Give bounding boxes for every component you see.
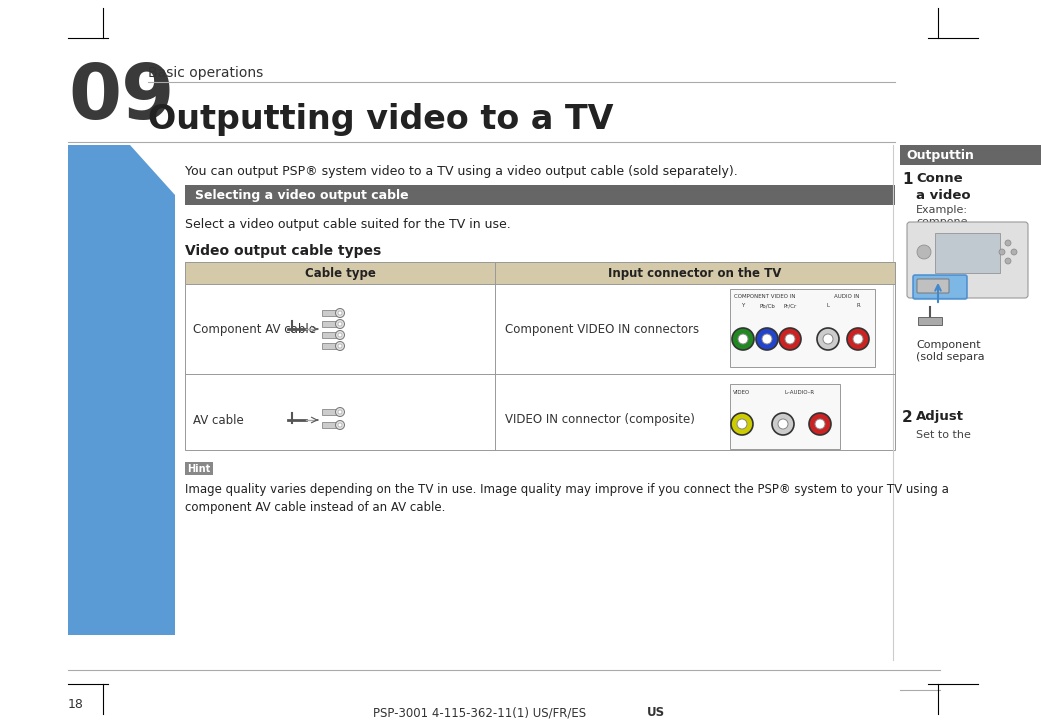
Circle shape [815,419,826,429]
Polygon shape [68,145,175,635]
Text: Example:
compone: Example: compone [916,205,968,227]
Circle shape [338,410,342,414]
Circle shape [778,419,788,429]
Circle shape [847,328,869,350]
Text: L: L [827,303,830,308]
Circle shape [1005,258,1011,264]
Bar [322,343,338,349]
Text: 09: 09 [68,61,175,135]
Bar [322,310,338,316]
Text: Component
(sold separa: Component (sold separa [916,340,985,362]
Circle shape [338,322,342,326]
Bar [185,185,895,205]
Text: AV cable: AV cable [193,414,244,427]
Bar [322,422,338,428]
Circle shape [756,328,778,350]
FancyBboxPatch shape [913,275,967,299]
Circle shape [335,331,345,339]
Text: PSP-3001 4-115-362-11(1) US/FR/ES: PSP-3001 4-115-362-11(1) US/FR/ES [374,706,586,719]
Text: Set to the: Set to the [916,430,971,440]
Text: Conne
a video: Conne a video [916,172,970,202]
Text: Video output cable types: Video output cable types [185,244,381,258]
Circle shape [917,245,931,259]
Text: Input connector on the TV: Input connector on the TV [608,266,782,279]
Circle shape [731,413,753,435]
Circle shape [335,342,345,350]
Circle shape [772,413,794,435]
Text: VIDEO IN connector (composite): VIDEO IN connector (composite) [505,414,695,427]
Circle shape [762,334,772,344]
Bar [918,317,942,325]
Circle shape [1005,240,1011,246]
Bar [322,409,338,415]
Bar [322,332,338,338]
Text: Cable type: Cable type [305,266,376,279]
Text: Y: Y [741,303,744,308]
FancyBboxPatch shape [907,222,1029,298]
Text: Selecting a video output cable: Selecting a video output cable [195,188,409,201]
Text: Pr/Cr: Pr/Cr [784,303,796,308]
Text: VIDEO: VIDEO [733,390,751,395]
Circle shape [999,249,1005,255]
Bar [185,262,895,284]
Circle shape [853,334,863,344]
Text: Component AV cable: Component AV cable [193,323,316,336]
Text: Component VIDEO IN connectors: Component VIDEO IN connectors [505,323,700,336]
Bar [322,321,338,327]
Circle shape [732,328,754,350]
Text: 1: 1 [902,172,913,187]
Circle shape [785,334,795,344]
Text: 18: 18 [68,698,84,711]
Text: You can output PSP® system video to a TV using a video output cable (sold separa: You can output PSP® system video to a TV… [185,165,738,178]
Bar [935,233,1000,273]
Circle shape [738,334,748,344]
Text: Hint: Hint [187,464,210,474]
Bar [185,262,895,450]
Circle shape [338,344,342,348]
Circle shape [335,420,345,430]
FancyBboxPatch shape [917,279,949,293]
Circle shape [823,334,833,344]
Text: AUDIO IN: AUDIO IN [834,294,860,299]
Circle shape [779,328,801,350]
Circle shape [1011,249,1017,255]
Text: R: R [856,303,860,308]
Circle shape [338,311,342,315]
Text: Outputting video to a TV: Outputting video to a TV [148,103,613,136]
Text: Image quality varies depending on the TV in use. Image quality may improve if yo: Image quality varies depending on the TV… [185,483,949,514]
Circle shape [338,333,342,337]
Text: L–AUDIO–R: L–AUDIO–R [785,390,815,395]
Bar [730,384,840,449]
Circle shape [335,308,345,318]
Text: US: US [648,706,665,719]
Circle shape [809,413,831,435]
Circle shape [335,407,345,417]
Circle shape [737,419,747,429]
Circle shape [338,423,342,427]
Bar [900,145,1041,165]
Text: Basic operations: Basic operations [148,66,263,80]
Text: Select a video output cable suited for the TV in use.: Select a video output cable suited for t… [185,218,511,231]
Circle shape [817,328,839,350]
Bar [730,289,875,367]
Circle shape [335,320,345,329]
Text: Adjust: Adjust [916,410,964,423]
Text: Outputtin: Outputtin [906,149,974,162]
Bar [185,462,213,475]
Text: COMPONENT VIDEO IN: COMPONENT VIDEO IN [734,294,795,299]
Text: Pb/Cb: Pb/Cb [759,303,775,308]
Text: 2: 2 [902,410,913,425]
